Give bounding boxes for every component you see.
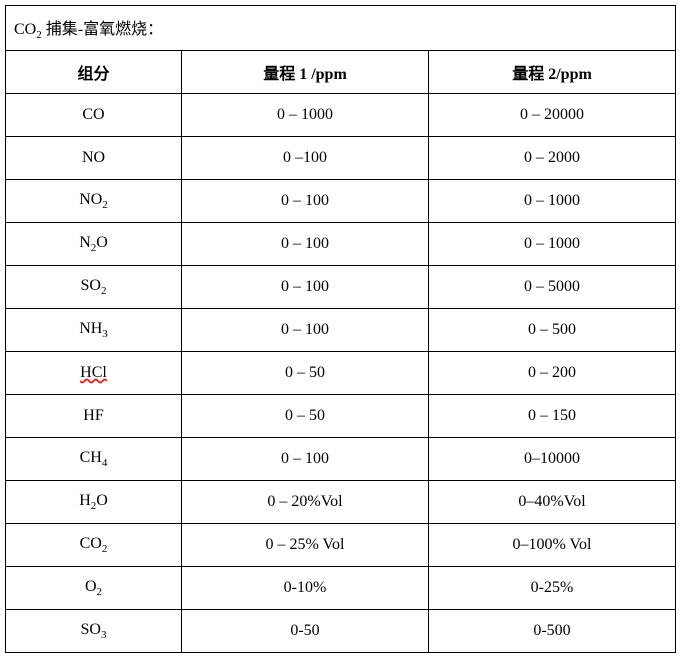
table-row: NO20 – 1000 – 1000 [6,180,676,223]
cell-range1: 0 – 50 [182,395,429,438]
table-row: CO20 – 25% Vol0–100% Vol [6,524,676,567]
cell-range1: 0 – 100 [182,438,429,481]
cell-component: CO2 [6,524,182,567]
col-header-component: 组分 [6,51,182,94]
cell-range1: 0 – 20%Vol [182,481,429,524]
cell-range2: 0 – 20000 [429,94,676,137]
table-row: SO20 – 1000 – 5000 [6,266,676,309]
cell-range2: 0 – 1000 [429,180,676,223]
cell-range2: 0 – 200 [429,352,676,395]
cell-component: CH4 [6,438,182,481]
title-row: CO2 捕集-富氧燃烧： [6,6,676,51]
table-row: NH30 – 1000 – 500 [6,309,676,352]
table-container: CO2 捕集-富氧燃烧： 组分 量程 1 /ppm 量程 2/ppm CO0 –… [5,5,676,653]
cell-component: HCl [6,352,182,395]
cell-range2: 0–100% Vol [429,524,676,567]
cell-component: SO3 [6,610,182,653]
table-row: SO30-500-500 [6,610,676,653]
cell-range2: 0-25% [429,567,676,610]
table-body: CO2 捕集-富氧燃烧： 组分 量程 1 /ppm 量程 2/ppm CO0 –… [6,6,676,653]
cell-range1: 0 – 100 [182,180,429,223]
cell-component: NO [6,137,182,180]
cell-range2: 0 – 1000 [429,223,676,266]
col-header-range2: 量程 2/ppm [429,51,676,94]
table-row: O20-10%0-25% [6,567,676,610]
header-row: 组分 量程 1 /ppm 量程 2/ppm [6,51,676,94]
cell-range1: 0 – 25% Vol [182,524,429,567]
cell-component: HF [6,395,182,438]
cell-range1: 0 – 100 [182,266,429,309]
cell-component: CO [6,94,182,137]
cell-component: NO2 [6,180,182,223]
cell-range2: 0–40%Vol [429,481,676,524]
measurement-range-table: CO2 捕集-富氧燃烧： 组分 量程 1 /ppm 量程 2/ppm CO0 –… [5,5,676,653]
cell-range1: 0 – 100 [182,223,429,266]
table-row: HF0 – 500 – 150 [6,395,676,438]
cell-range2: 0 – 150 [429,395,676,438]
col-header-range1: 量程 1 /ppm [182,51,429,94]
table-row: CO0 – 10000 – 20000 [6,94,676,137]
cell-component: SO2 [6,266,182,309]
cell-component: N2O [6,223,182,266]
cell-range1: 0 –100 [182,137,429,180]
cell-component: NH3 [6,309,182,352]
cell-range1: 0 – 50 [182,352,429,395]
cell-range2: 0 – 5000 [429,266,676,309]
cell-range2: 0 – 500 [429,309,676,352]
cell-range1: 0-50 [182,610,429,653]
table-row: NO0 –1000 – 2000 [6,137,676,180]
cell-component: H2O [6,481,182,524]
cell-range1: 0-10% [182,567,429,610]
cell-range2: 0-500 [429,610,676,653]
table-title: CO2 捕集-富氧燃烧： [6,6,676,51]
cell-range2: 0–10000 [429,438,676,481]
table-row: H2O0 – 20%Vol0–40%Vol [6,481,676,524]
table-row: HCl0 – 500 – 200 [6,352,676,395]
cell-range1: 0 – 100 [182,309,429,352]
table-row: N2O0 – 1000 – 1000 [6,223,676,266]
cell-range1: 0 – 1000 [182,94,429,137]
cell-component: O2 [6,567,182,610]
table-row: CH40 – 1000–10000 [6,438,676,481]
cell-range2: 0 – 2000 [429,137,676,180]
